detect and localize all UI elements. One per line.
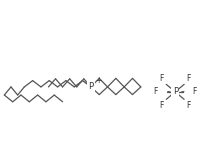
Text: F: F [154, 87, 158, 96]
Text: F: F [160, 101, 164, 110]
Text: F: F [186, 101, 191, 110]
Text: F: F [160, 74, 164, 83]
Text: P: P [88, 82, 94, 91]
Text: P: P [173, 87, 178, 96]
Text: F: F [192, 87, 197, 96]
Text: –: – [180, 87, 184, 96]
Text: +: + [96, 76, 102, 85]
Text: –: – [166, 87, 170, 96]
Text: F: F [186, 74, 191, 83]
